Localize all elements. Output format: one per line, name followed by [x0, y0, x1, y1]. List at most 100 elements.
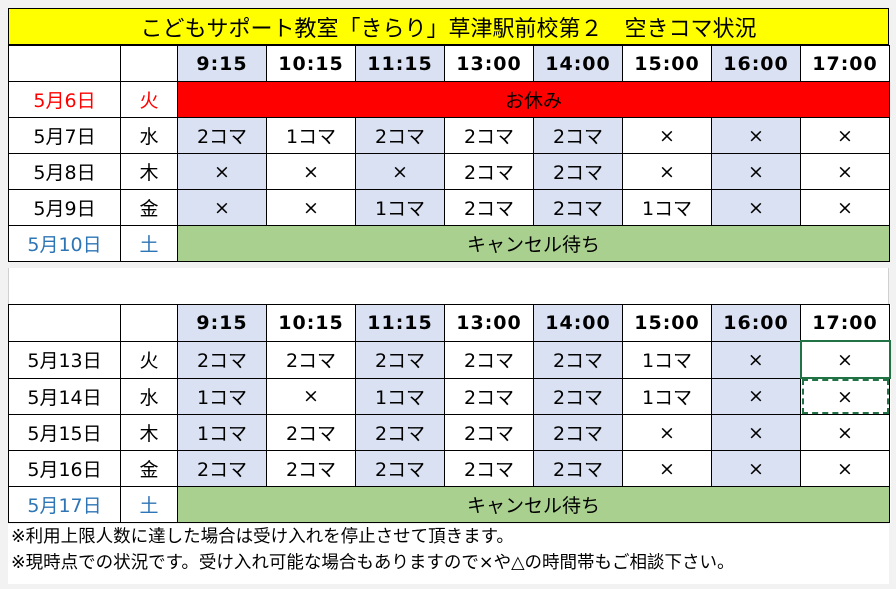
weekday-cell[interactable]: 水: [120, 377, 178, 415]
blank-cell[interactable]: [8, 304, 121, 342]
slot-cell[interactable]: ×: [622, 153, 712, 190]
slot-cell[interactable]: 2コマ: [444, 153, 534, 190]
time-header[interactable]: 11:15: [355, 45, 445, 82]
time-header[interactable]: 15:00: [622, 45, 712, 82]
slot-cell[interactable]: ×: [800, 189, 890, 226]
slot-cell[interactable]: ×: [711, 153, 801, 190]
slot-cell[interactable]: 2コマ: [533, 340, 623, 379]
slot-cell[interactable]: 2コマ: [177, 117, 267, 154]
slot-cell[interactable]: 2コマ: [177, 450, 267, 487]
slot-cell[interactable]: ×: [800, 153, 890, 190]
slot-cell[interactable]: 2コマ: [444, 117, 534, 154]
weekday-cell[interactable]: 木: [120, 153, 178, 190]
slot-cell[interactable]: ×: [622, 414, 712, 451]
slot-cell[interactable]: 2コマ: [266, 340, 356, 379]
slot-cell[interactable]: 1コマ: [355, 189, 445, 226]
slot-cell[interactable]: 1コマ: [622, 189, 712, 226]
slot-cell[interactable]: ×: [711, 450, 801, 487]
slot-cell[interactable]: ×: [711, 340, 801, 379]
slot-cell[interactable]: 2コマ: [533, 189, 623, 226]
slot-cell[interactable]: 2コマ: [177, 340, 267, 379]
slot-cell[interactable]: 2コマ: [533, 414, 623, 451]
weekday-cell[interactable]: 金: [120, 450, 178, 487]
slot-cell[interactable]: ×: [177, 189, 267, 226]
slot-cell[interactable]: 1コマ: [177, 414, 267, 451]
date-cell[interactable]: 5月8日: [8, 153, 121, 190]
weekday-cell[interactable]: 火: [120, 340, 178, 379]
slot-cell[interactable]: 2コマ: [266, 450, 356, 487]
slot-cell[interactable]: ×: [622, 117, 712, 154]
slot-cell[interactable]: ×: [266, 377, 356, 415]
slot-cell[interactable]: ×: [622, 450, 712, 487]
slot-cell[interactable]: ×: [711, 117, 801, 154]
slot-cell[interactable]: 2コマ: [266, 414, 356, 451]
blank-cell[interactable]: [120, 304, 178, 342]
slot-cell[interactable]: 2コマ: [533, 450, 623, 487]
weekday-cell[interactable]: 土: [120, 486, 178, 523]
waitlist-banner[interactable]: キャンセル待ち: [177, 225, 890, 262]
time-header[interactable]: 14:00: [533, 304, 623, 342]
weekday-cell[interactable]: 木: [120, 414, 178, 451]
time-header[interactable]: 10:15: [266, 45, 356, 82]
blank-cell[interactable]: [8, 45, 121, 82]
slot-cell[interactable]: 2コマ: [355, 117, 445, 154]
slot-cell[interactable]: ×: [355, 153, 445, 190]
slot-cell[interactable]: ×: [800, 450, 890, 487]
slot-cell[interactable]: 1コマ: [266, 117, 356, 154]
slot-cell[interactable]: ×: [800, 117, 890, 154]
slot-cell[interactable]: ×: [177, 153, 267, 190]
time-header[interactable]: 11:15: [355, 304, 445, 342]
time-header[interactable]: 9:15: [177, 45, 267, 82]
slot-cell[interactable]: 2コマ: [355, 340, 445, 379]
slot-cell[interactable]: 2コマ: [533, 117, 623, 154]
time-header[interactable]: 17:00: [800, 45, 890, 82]
slot-cell[interactable]: 2コマ: [444, 340, 534, 379]
weekday-cell[interactable]: 火: [120, 81, 178, 118]
slot-cell[interactable]: ×: [800, 414, 890, 451]
slot-cell[interactable]: 1コマ: [177, 377, 267, 415]
date-cell[interactable]: 5月10日: [8, 225, 121, 262]
time-header[interactable]: 9:15: [177, 304, 267, 342]
page-title[interactable]: こどもサポート教室「きらり」草津駅前校第２ 空きコマ状況: [8, 8, 889, 45]
slot-cell[interactable]: 2コマ: [355, 414, 445, 451]
date-cell[interactable]: 5月6日: [8, 81, 121, 118]
date-cell[interactable]: 5月15日: [8, 414, 121, 451]
note-line[interactable]: ※利用上限人数に達した場合は受け入れを停止させて頂きます。: [11, 527, 514, 547]
weekday-cell[interactable]: 金: [120, 189, 178, 226]
date-cell[interactable]: 5月14日: [8, 377, 121, 415]
time-header[interactable]: 17:00: [800, 304, 890, 342]
selected-slot-cell[interactable]: ×: [799, 340, 891, 379]
weekday-cell[interactable]: 土: [120, 225, 178, 262]
time-header[interactable]: 16:00: [711, 45, 801, 82]
slot-cell[interactable]: 1コマ: [355, 377, 445, 415]
slot-cell[interactable]: 2コマ: [355, 450, 445, 487]
blank-cell[interactable]: [120, 45, 178, 82]
slot-cell[interactable]: 2コマ: [444, 414, 534, 451]
date-cell[interactable]: 5月17日: [8, 486, 121, 523]
slot-cell[interactable]: 2コマ: [533, 153, 623, 190]
slot-cell[interactable]: ×: [711, 189, 801, 226]
slot-cell[interactable]: ×: [711, 377, 801, 415]
slot-cell[interactable]: 2コマ: [533, 377, 623, 415]
slot-cell[interactable]: 1コマ: [622, 340, 712, 379]
date-cell[interactable]: 5月13日: [8, 340, 121, 379]
date-cell[interactable]: 5月9日: [8, 189, 121, 226]
note-line[interactable]: ※現時点での状況です。受け入れ可能な場合もありますので×や△の時間帯もご相談下さ…: [11, 553, 735, 573]
date-cell[interactable]: 5月7日: [8, 117, 121, 154]
weekday-cell[interactable]: 水: [120, 117, 178, 154]
date-cell[interactable]: 5月16日: [8, 450, 121, 487]
slot-cell[interactable]: 2コマ: [444, 189, 534, 226]
slot-cell[interactable]: ×: [266, 153, 356, 190]
slot-cell[interactable]: ×: [711, 414, 801, 451]
slot-cell[interactable]: 2コマ: [444, 450, 534, 487]
waitlist-banner[interactable]: キャンセル待ち: [177, 486, 890, 523]
slot-cell[interactable]: 1コマ: [622, 377, 712, 415]
copied-slot-cell[interactable]: ×: [800, 377, 890, 415]
time-header[interactable]: 10:15: [266, 304, 356, 342]
closed-banner[interactable]: お休み: [177, 81, 890, 118]
time-header[interactable]: 14:00: [533, 45, 623, 82]
time-header[interactable]: 13:00: [444, 45, 534, 82]
slot-cell[interactable]: ×: [266, 189, 356, 226]
slot-cell[interactable]: 2コマ: [444, 377, 534, 415]
time-header[interactable]: 13:00: [444, 304, 534, 342]
